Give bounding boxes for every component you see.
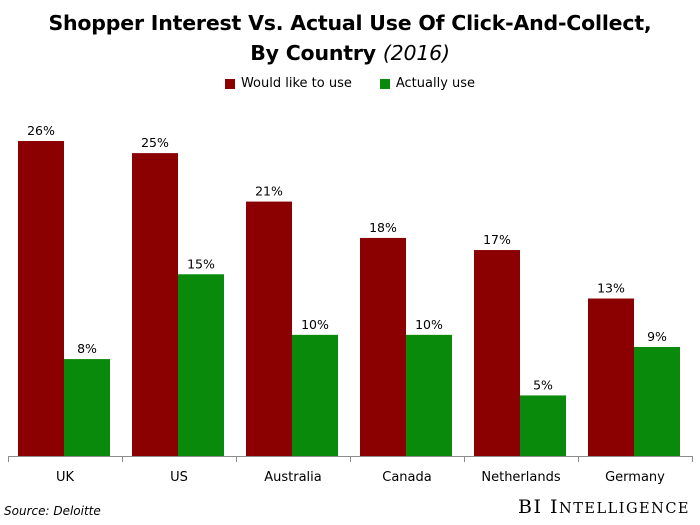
- brand-logo: BI INTELLIGENCE: [518, 496, 690, 518]
- value-label-netherlands-actually-use: 5%: [533, 377, 553, 392]
- bar-canada-actually-use: [406, 334, 452, 456]
- x-tick-label-us: US: [170, 470, 188, 485]
- x-tick-label-uk: UK: [56, 470, 75, 485]
- chart-title-line-2: By Country (2016): [0, 38, 700, 68]
- value-label-germany-would-like-to-use: 13%: [597, 281, 625, 296]
- chart-title: Shopper Interest Vs. Actual Use Of Click…: [0, 8, 700, 68]
- bar-uk-actually-use: [64, 359, 110, 456]
- bar-germany-would-like-to-use: [588, 298, 634, 456]
- x-tick-label-netherlands: Netherlands: [481, 470, 560, 485]
- value-label-australia-would-like-to-use: 21%: [255, 184, 283, 199]
- bar-netherlands-actually-use: [520, 395, 566, 456]
- legend-label-actually-use: Actually use: [395, 76, 476, 91]
- chart-title-year: (2016): [382, 41, 450, 65]
- value-label-netherlands-would-like-to-use: 17%: [483, 232, 511, 247]
- value-label-uk-would-like-to-use: 26%: [27, 123, 55, 138]
- legend-label-would-like: Would like to use: [240, 76, 352, 91]
- bar-uk-would-like-to-use: [18, 141, 64, 456]
- bar-germany-actually-use: [634, 346, 680, 456]
- value-label-uk-actually-use: 8%: [77, 341, 97, 356]
- legend-item-would-like: Would like to use: [224, 76, 352, 91]
- x-tick-label-germany: Germany: [605, 470, 665, 485]
- value-labels-layer: 26% 8% 25% 15% 21% 10% 18% 10% 17% 5% 13% 9%: [27, 123, 667, 392]
- x-tick-label-canada: Canada: [382, 470, 431, 485]
- bar-us-would-like-to-use: [132, 153, 178, 456]
- legend-swatch-would-like: [224, 78, 235, 89]
- x-tick-label-australia: Australia: [264, 470, 322, 485]
- value-label-canada-actually-use: 10%: [415, 317, 443, 332]
- bar-australia-actually-use: [292, 334, 338, 456]
- legend-swatch-actually-use: [379, 78, 390, 89]
- value-label-us-would-like-to-use: 25%: [141, 135, 169, 150]
- bar-netherlands-would-like-to-use: [474, 250, 520, 456]
- value-label-canada-would-like-to-use: 18%: [369, 220, 397, 235]
- source-note: Source: Deloitte: [4, 504, 101, 518]
- brand-logo-second-initial: I: [550, 496, 560, 518]
- legend-item-actually-use: Actually use: [379, 76, 476, 91]
- bar-us-actually-use: [178, 274, 224, 456]
- chart-title-line-1: Shopper Interest Vs. Actual Use Of Click…: [48, 11, 652, 35]
- brand-logo-second-rest: NTELLIGENCE: [559, 501, 690, 517]
- bars-layer: [18, 141, 680, 456]
- value-label-australia-actually-use: 10%: [301, 317, 329, 332]
- x-axis: UK US Australia Canada Netherlands Germany: [8, 456, 693, 485]
- value-label-us-actually-use: 15%: [187, 256, 215, 271]
- chart-title-line-2-text: By Country: [250, 41, 376, 65]
- bar-canada-would-like-to-use: [360, 237, 406, 456]
- chart-legend: Would like to use Actually use: [0, 76, 700, 91]
- value-label-germany-actually-use: 9%: [647, 329, 667, 344]
- brand-logo-first: BI: [518, 496, 543, 518]
- bar-australia-would-like-to-use: [246, 201, 292, 456]
